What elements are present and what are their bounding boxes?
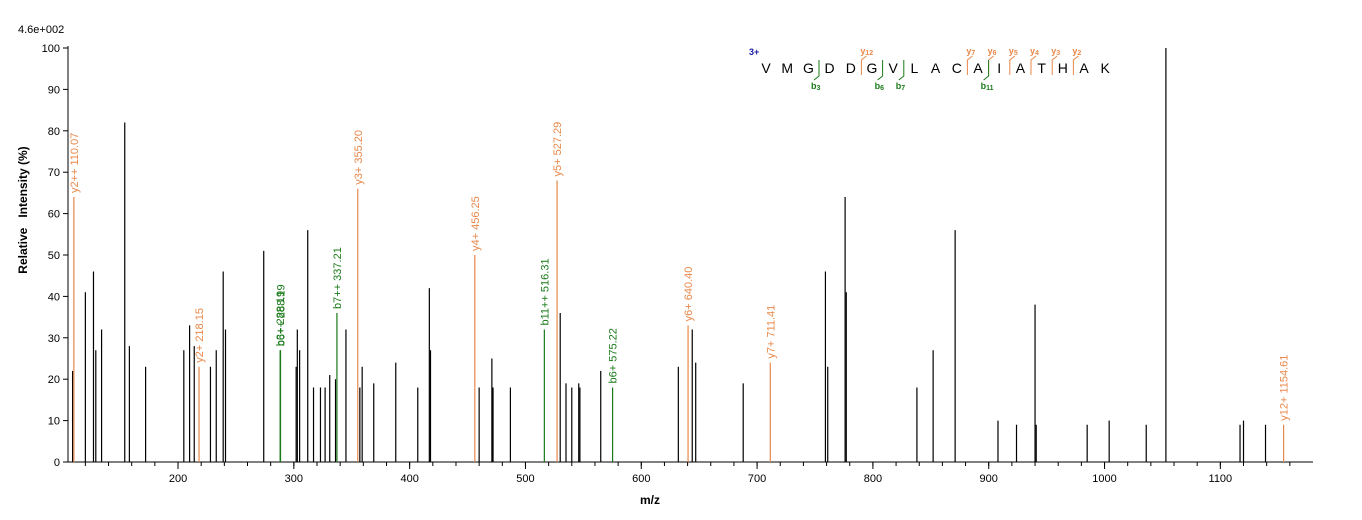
peak-label: b6+ 575.22 — [608, 328, 620, 383]
sequence-residue: H — [1058, 60, 1068, 76]
b-ion-index: 3 — [817, 85, 821, 92]
y-ion-label: y5 — [1009, 46, 1018, 57]
b-ion-cleavage-marker — [898, 60, 905, 81]
b-ion-index: 6 — [880, 85, 884, 92]
b-ion-index: 7 — [901, 85, 905, 92]
y-ion-label: y2 — [1072, 46, 1081, 57]
y-ion-cleavage-marker — [860, 55, 867, 75]
x-tick-label: 900 — [980, 473, 998, 485]
y-axis-ticks: 0 10 20 30 40 50 60 70 80 90 100 — [42, 43, 68, 469]
peak-label: b11++ 516.31 — [539, 258, 551, 325]
y-ion-cleavage-marker — [1030, 55, 1037, 75]
y-tick-label: 40 — [48, 291, 60, 303]
y-tick-label: 50 — [48, 250, 60, 262]
y-ion-label: y3 — [1051, 46, 1060, 57]
y-axis-title: Relative Intensity (%) — [16, 146, 30, 273]
y-ion-index: 12 — [865, 50, 873, 57]
y-tick-label: 60 — [48, 209, 60, 221]
y-ion-index: 3 — [1056, 50, 1060, 57]
x-axis-ticks: 200 300 400 500 600 700 800 900 1000 1100 — [84, 462, 1291, 485]
sequence-residue: T — [1037, 60, 1046, 76]
peak-label: b6++ 288.19 — [276, 284, 288, 346]
y-ion-index: 6 — [993, 50, 997, 57]
max-intensity-label: 4.6e+002 — [18, 24, 64, 36]
x-tick-label: 300 — [285, 473, 303, 485]
y-ion-cleavage-marker — [1051, 55, 1058, 75]
b-ion-label: b6 — [875, 81, 885, 92]
sequence-residue: M — [781, 60, 793, 76]
x-tick-label: 200 — [169, 473, 187, 485]
axes — [67, 46, 1313, 463]
sequence-residue: A — [1016, 60, 1026, 76]
peak-label: b3+ 288.19 — [275, 291, 287, 346]
x-tick-label: 700 — [748, 473, 766, 485]
y-ion-index: 5 — [1014, 50, 1018, 57]
b-ion-label: b11 — [981, 81, 994, 92]
y-ion-label: y6 — [988, 46, 997, 57]
sequence-residue: A — [1079, 60, 1089, 76]
y-ion-cleavage-marker — [988, 55, 994, 75]
peak-label: y2+ 218.15 — [194, 308, 206, 363]
y-ion-label: y4 — [1030, 46, 1039, 57]
sequence-residue: G — [867, 60, 878, 76]
y-tick-label: 20 — [48, 374, 60, 386]
sequence-residue: D — [825, 60, 835, 76]
y-tick-label: 100 — [42, 43, 60, 55]
peak-label: y6+ 640.40 — [683, 267, 695, 322]
x-tick-label: 1000 — [1092, 473, 1116, 485]
peak-label: b7++ 337.21 — [332, 247, 344, 309]
y-tick-label: 30 — [48, 333, 60, 345]
b-ion-label: b3 — [811, 81, 821, 92]
y-ion-cleavage-marker — [1072, 55, 1079, 75]
sequence-residue: D — [846, 60, 856, 76]
x-tick-label: 400 — [400, 473, 418, 485]
b-ion-cleavage-marker — [877, 60, 884, 81]
peak-label: y12+ 1154.61 — [1279, 355, 1291, 421]
sequence-residue: V — [889, 60, 899, 76]
peaks — [72, 48, 1285, 462]
sequence-residue: C — [952, 60, 962, 76]
peak-label: y2++ 110.07 — [69, 133, 81, 193]
peak-label: y3+ 355.20 — [353, 130, 365, 185]
y-ion-index: 4 — [1035, 50, 1039, 57]
sequence-residue: K — [1101, 60, 1111, 76]
peak-label: y4+ 456.25 — [470, 196, 482, 251]
y-ion-index: 7 — [971, 50, 975, 57]
b-ion-cleavage-marker — [813, 60, 820, 81]
sequence-residue: V — [761, 60, 771, 76]
x-tick-label: 600 — [632, 473, 650, 485]
x-tick-label: 800 — [864, 473, 882, 485]
sequence-residue: A — [931, 60, 941, 76]
y-tick-label: 80 — [48, 126, 60, 138]
y-ion-label: y7 — [966, 46, 975, 57]
sequence-residue: I — [997, 60, 1001, 76]
sequence-residue: G — [803, 60, 814, 76]
x-tick-label: 500 — [516, 473, 534, 485]
y-ion-index: 2 — [1077, 50, 1081, 57]
y-tick-label: 70 — [48, 167, 60, 179]
b-ion-index: 11 — [986, 85, 994, 92]
charge-state-label: 3+ — [749, 47, 759, 57]
sequence-residue: A — [973, 60, 983, 76]
peak-label: y7+ 711.41 — [765, 305, 777, 359]
y-tick-label: 0 — [54, 457, 60, 469]
x-axis-title: m/z — [640, 493, 660, 507]
y-ion-cleavage-marker — [1009, 55, 1016, 75]
peak-label: y5+ 527.29 — [552, 122, 564, 177]
y-tick-label: 10 — [48, 416, 60, 428]
y-ion-cleavage-marker — [966, 55, 973, 75]
x-tick-label: 1100 — [1209, 473, 1233, 485]
b-ion-cleavage-marker — [983, 60, 990, 81]
y-tick-label: 90 — [48, 84, 60, 96]
b-ion-label: b7 — [896, 81, 906, 92]
y-ion-label: y12 — [860, 46, 873, 57]
sequence-residue: L — [911, 60, 919, 76]
